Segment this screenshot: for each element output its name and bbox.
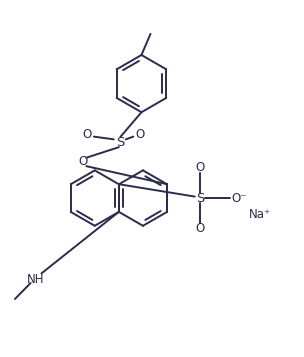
Text: O: O — [195, 161, 205, 175]
Text: O: O — [78, 155, 87, 169]
Text: NH: NH — [27, 273, 45, 286]
Text: S: S — [116, 136, 125, 149]
Text: O⁻: O⁻ — [232, 192, 247, 205]
Text: Na⁺: Na⁺ — [248, 208, 271, 221]
Text: O: O — [83, 128, 92, 141]
Text: O: O — [135, 128, 145, 141]
Text: S: S — [196, 192, 204, 205]
Text: O: O — [195, 222, 205, 235]
